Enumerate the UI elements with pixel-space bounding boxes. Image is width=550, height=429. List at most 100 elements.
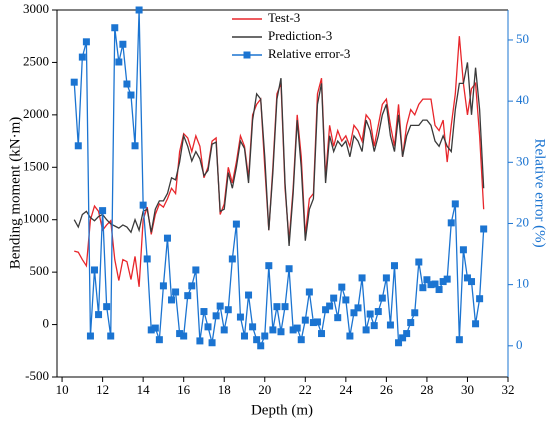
marker [330,294,338,302]
legend-label: Test-3 [268,10,300,25]
marker [119,40,127,48]
marker [431,280,439,288]
marker [139,201,147,209]
marker [224,306,232,314]
x-tick-label: 20 [258,382,271,397]
marker [309,319,317,327]
y-tick-label: 1000 [23,211,49,226]
y2-tick-label: 40 [516,92,529,107]
marker [253,336,261,344]
legend-label: Prediction-3 [268,28,332,43]
marker [180,332,188,340]
marker [366,310,374,318]
marker [318,330,326,338]
legend-marker [243,51,251,59]
marker [395,339,403,347]
marker [228,255,236,263]
marker [257,342,265,350]
marker [334,314,342,322]
marker [435,286,443,294]
x-tick-label: 18 [218,382,231,397]
marker [447,219,455,227]
marker [285,265,293,273]
marker [459,246,467,254]
marker [159,282,167,290]
marker [135,6,143,14]
marker [90,266,98,274]
y-tick-label: 0 [43,316,50,331]
x-tick-label: 24 [339,382,353,397]
marker [196,337,204,345]
marker [273,303,281,311]
marker [188,282,196,290]
marker [127,91,135,99]
y-tick-label: 3000 [23,1,49,16]
marker [370,322,378,330]
marker [74,142,82,150]
x-tick-label: 28 [420,382,433,397]
marker [403,330,411,338]
marker [443,275,451,283]
marker [236,313,244,321]
y-tick-label: 2000 [23,106,49,121]
marker [269,326,277,334]
y-tick-label: 1500 [23,158,49,173]
marker [115,58,123,66]
marker [322,306,330,314]
y2-tick-label: 50 [516,31,529,46]
y-tick-label: 500 [30,263,50,278]
marker [245,291,253,299]
x-tick-label: 30 [461,382,474,397]
marker [212,312,220,320]
marker [468,278,476,286]
marker [390,262,398,270]
marker [261,332,269,340]
y-tick-label: -500 [25,368,49,383]
marker [476,295,484,303]
marker [293,324,301,332]
marker [123,80,131,88]
marker [172,288,180,296]
marker [439,278,447,286]
x-tick-label: 12 [96,382,109,397]
marker [419,284,427,292]
marker [346,332,354,340]
y2-tick-label: 30 [516,153,529,168]
marker [131,142,139,150]
marker [200,308,208,316]
marker [107,332,115,340]
marker [232,220,240,228]
x-tick-label: 16 [177,382,191,397]
marker [480,225,488,233]
marker [338,283,346,291]
marker [451,200,459,208]
x-tick-label: 22 [299,382,312,397]
marker [70,78,78,86]
marker [168,296,176,304]
marker [281,303,289,311]
marker [208,339,216,347]
marker [111,24,119,32]
marker [374,308,382,316]
legend-label: Relative error-3 [268,46,350,61]
marker [163,234,171,242]
series-line [73,9,485,348]
marker [472,320,480,328]
marker [326,302,334,310]
marker [143,255,151,263]
marker [82,38,90,46]
marker [204,323,212,331]
marker [427,281,435,289]
x-tick-label: 10 [56,382,69,397]
marker [411,309,419,317]
y2-axis-label: Relative error (%) [532,138,548,247]
x-tick-label: 14 [137,382,151,397]
marker [192,266,200,274]
marker [147,326,155,334]
marker [220,326,228,334]
marker [86,332,94,340]
marker [297,336,305,344]
marker [463,274,471,282]
